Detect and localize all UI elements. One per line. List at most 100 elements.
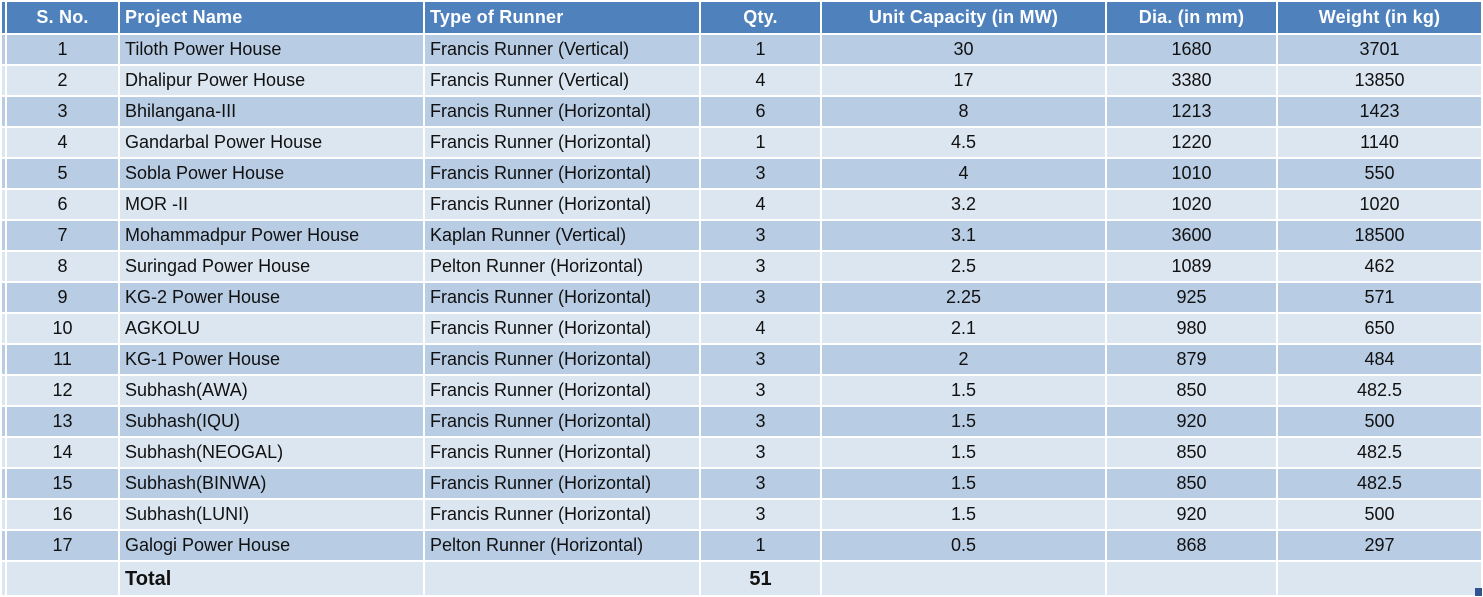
cell-dia[interactable]: 920 bbox=[1107, 407, 1276, 436]
cell-project[interactable]: Suringad Power House bbox=[120, 252, 423, 281]
cell-sno[interactable]: 7 bbox=[7, 221, 118, 250]
cell-dia[interactable]: 868 bbox=[1107, 531, 1276, 560]
cell-runner[interactable]: Francis Runner (Horizontal) bbox=[425, 438, 699, 467]
cell-dia[interactable]: 3600 bbox=[1107, 221, 1276, 250]
cell-qty[interactable]: 4 bbox=[701, 190, 820, 219]
cell-dia[interactable]: 1010 bbox=[1107, 159, 1276, 188]
cell-dia[interactable]: 1020 bbox=[1107, 190, 1276, 219]
cell-weight[interactable]: 482.5 bbox=[1278, 469, 1481, 498]
cell-runner[interactable]: Francis Runner (Horizontal) bbox=[425, 376, 699, 405]
cell-dia[interactable]: 1680 bbox=[1107, 35, 1276, 64]
cell-capacity[interactable]: 1.5 bbox=[822, 407, 1105, 436]
cell-project[interactable]: Gandarbal Power House bbox=[120, 128, 423, 157]
cell-sno[interactable]: 1 bbox=[7, 35, 118, 64]
cell-capacity[interactable]: 3.1 bbox=[822, 221, 1105, 250]
cell-runner[interactable]: Francis Runner (Horizontal) bbox=[425, 190, 699, 219]
cell-weight[interactable]: 297 bbox=[1278, 531, 1481, 560]
cell-runner[interactable]: Francis Runner (Vertical) bbox=[425, 35, 699, 64]
cell-project[interactable]: Subhash(IQU) bbox=[120, 407, 423, 436]
cell-project[interactable]: Subhash(NEOGAL) bbox=[120, 438, 423, 467]
cell-weight[interactable]: 18500 bbox=[1278, 221, 1481, 250]
cell-sno[interactable]: 16 bbox=[7, 500, 118, 529]
cell-dia[interactable]: 1213 bbox=[1107, 97, 1276, 126]
cell-capacity[interactable]: 2.1 bbox=[822, 314, 1105, 343]
header-unit-capacity[interactable]: Unit Capacity (in MW) bbox=[822, 2, 1105, 33]
cell-capacity[interactable]: 2.5 bbox=[822, 252, 1105, 281]
cell-capacity[interactable]: 2 bbox=[822, 345, 1105, 374]
cell-qty[interactable]: 3 bbox=[701, 252, 820, 281]
cell-weight[interactable]: 1140 bbox=[1278, 128, 1481, 157]
cell-runner[interactable]: Francis Runner (Horizontal) bbox=[425, 407, 699, 436]
cell-qty[interactable]: 6 bbox=[701, 97, 820, 126]
cell-capacity[interactable]: 1.5 bbox=[822, 469, 1105, 498]
cell-weight[interactable]: 3701 bbox=[1278, 35, 1481, 64]
cell-weight[interactable]: 571 bbox=[1278, 283, 1481, 312]
cell-runner[interactable]: Francis Runner (Horizontal) bbox=[425, 345, 699, 374]
header-project-name[interactable]: Project Name bbox=[120, 2, 423, 33]
cell-empty[interactable] bbox=[1278, 562, 1481, 595]
cell-capacity[interactable]: 0.5 bbox=[822, 531, 1105, 560]
cell-sno[interactable]: 4 bbox=[7, 128, 118, 157]
cell-runner[interactable]: Kaplan Runner (Vertical) bbox=[425, 221, 699, 250]
cell-sno[interactable]: 14 bbox=[7, 438, 118, 467]
cell-sno[interactable]: 2 bbox=[7, 66, 118, 95]
cell-runner[interactable]: Pelton Runner (Horizontal) bbox=[425, 252, 699, 281]
cell-capacity[interactable]: 17 bbox=[822, 66, 1105, 95]
cell-runner[interactable]: Francis Runner (Horizontal) bbox=[425, 128, 699, 157]
cell-project[interactable]: Mohammadpur Power House bbox=[120, 221, 423, 250]
cell-qty[interactable]: 3 bbox=[701, 438, 820, 467]
cell-sno[interactable]: 10 bbox=[7, 314, 118, 343]
cell-runner[interactable]: Francis Runner (Horizontal) bbox=[425, 314, 699, 343]
cell-project[interactable]: AGKOLU bbox=[120, 314, 423, 343]
cell-capacity[interactable]: 4.5 bbox=[822, 128, 1105, 157]
cell-weight[interactable]: 484 bbox=[1278, 345, 1481, 374]
cell-capacity[interactable]: 2.25 bbox=[822, 283, 1105, 312]
header-dia[interactable]: Dia. (in mm) bbox=[1107, 2, 1276, 33]
cell-empty[interactable] bbox=[822, 562, 1105, 595]
cell-project[interactable]: Subhash(LUNI) bbox=[120, 500, 423, 529]
cell-weight[interactable]: 482.5 bbox=[1278, 438, 1481, 467]
cell-runner[interactable]: Francis Runner (Horizontal) bbox=[425, 500, 699, 529]
cell-project[interactable]: Sobla Power House bbox=[120, 159, 423, 188]
header-sno[interactable]: S. No. bbox=[7, 2, 118, 33]
cell-runner[interactable]: Francis Runner (Horizontal) bbox=[425, 469, 699, 498]
cell-dia[interactable]: 925 bbox=[1107, 283, 1276, 312]
cell-capacity[interactable]: 4 bbox=[822, 159, 1105, 188]
cell-empty[interactable] bbox=[7, 562, 118, 595]
cell-project[interactable]: Bhilangana-III bbox=[120, 97, 423, 126]
cell-runner[interactable]: Francis Runner (Horizontal) bbox=[425, 97, 699, 126]
cell-project[interactable]: Subhash(BINWA) bbox=[120, 469, 423, 498]
cell-qty[interactable]: 3 bbox=[701, 221, 820, 250]
header-qty[interactable]: Qty. bbox=[701, 2, 820, 33]
cell-dia[interactable]: 1220 bbox=[1107, 128, 1276, 157]
cell-project[interactable]: Subhash(AWA) bbox=[120, 376, 423, 405]
selection-fill-handle[interactable] bbox=[1475, 588, 1482, 596]
cell-project[interactable]: Tiloth Power House bbox=[120, 35, 423, 64]
cell-weight[interactable]: 500 bbox=[1278, 500, 1481, 529]
cell-qty[interactable]: 1 bbox=[701, 531, 820, 560]
cell-project[interactable]: MOR -II bbox=[120, 190, 423, 219]
cell-qty[interactable]: 3 bbox=[701, 376, 820, 405]
cell-capacity[interactable]: 30 bbox=[822, 35, 1105, 64]
cell-weight[interactable]: 550 bbox=[1278, 159, 1481, 188]
cell-qty[interactable]: 1 bbox=[701, 128, 820, 157]
header-weight[interactable]: Weight (in kg) bbox=[1278, 2, 1481, 33]
cell-weight[interactable]: 650 bbox=[1278, 314, 1481, 343]
cell-weight[interactable]: 482.5 bbox=[1278, 376, 1481, 405]
cell-qty[interactable]: 4 bbox=[701, 314, 820, 343]
cell-weight[interactable]: 1020 bbox=[1278, 190, 1481, 219]
cell-qty[interactable]: 3 bbox=[701, 283, 820, 312]
cell-weight[interactable]: 13850 bbox=[1278, 66, 1481, 95]
cell-sno[interactable]: 11 bbox=[7, 345, 118, 374]
cell-capacity[interactable]: 1.5 bbox=[822, 376, 1105, 405]
cell-dia[interactable]: 980 bbox=[1107, 314, 1276, 343]
cell-sno[interactable]: 12 bbox=[7, 376, 118, 405]
cell-capacity[interactable]: 1.5 bbox=[822, 500, 1105, 529]
cell-qty[interactable]: 4 bbox=[701, 66, 820, 95]
cell-project[interactable]: Galogi Power House bbox=[120, 531, 423, 560]
cell-weight[interactable]: 462 bbox=[1278, 252, 1481, 281]
cell-qty[interactable]: 3 bbox=[701, 159, 820, 188]
cell-sno[interactable]: 9 bbox=[7, 283, 118, 312]
cell-capacity[interactable]: 1.5 bbox=[822, 438, 1105, 467]
cell-qty[interactable]: 3 bbox=[701, 407, 820, 436]
